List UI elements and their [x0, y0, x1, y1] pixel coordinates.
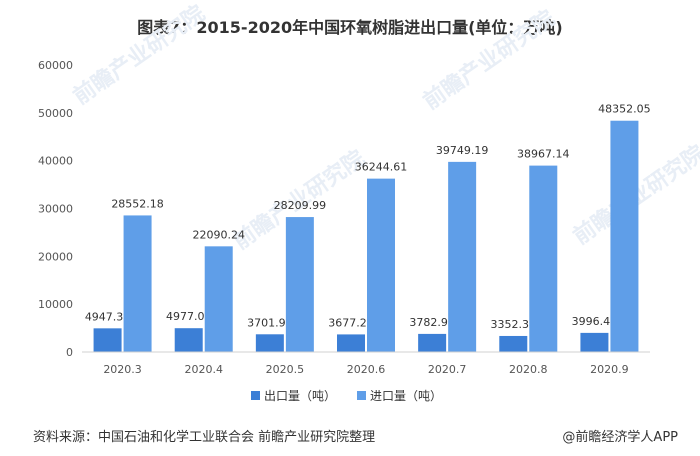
y-tick-label: 30000 [38, 203, 73, 216]
export-value-label: 4977.02 [166, 310, 212, 323]
export-bar [580, 332, 609, 352]
export-bar [337, 334, 365, 352]
import-bar [448, 161, 477, 352]
brand-credit: @前瞻经济学人APP [562, 430, 678, 445]
y-tick-label: 20000 [38, 250, 73, 263]
import-bar [123, 215, 152, 352]
export-value-label: 3677.29 [328, 316, 374, 329]
import-value-label: 28209.99 [274, 199, 327, 212]
x-tick-label: 2020.9 [590, 363, 629, 376]
export-bar [174, 328, 203, 352]
import-bar [204, 246, 233, 352]
export-value-label: 3701.91 [247, 316, 293, 329]
legend-label: 出口量（吨） [264, 389, 336, 403]
export-value-label: 3352.39 [491, 318, 537, 331]
import-value-label: 38967.14 [517, 148, 570, 161]
import-value-label: 22090.24 [192, 228, 245, 241]
x-tick-label: 2020.6 [347, 363, 386, 376]
import-bar [367, 178, 395, 352]
export-bar [255, 334, 284, 352]
x-tick-label: 2020.5 [266, 363, 305, 376]
export-value-label: 3996.41 [572, 315, 618, 328]
legend-label: 进口量（吨） [370, 389, 442, 403]
y-tick-label: 10000 [38, 298, 73, 311]
legend: 出口量（吨） 进口量（吨） [251, 389, 442, 403]
import-value-label: 28552.18 [111, 197, 164, 210]
y-axis: 0 10000 20000 30000 40000 50000 60000 [38, 59, 73, 359]
import-bar [285, 217, 314, 352]
import-value-label: 39749.19 [436, 144, 489, 157]
export-bar [93, 328, 122, 352]
bars-layer: 4947.39 28552.18 4977.02 22090.24 3701.91 282… [85, 103, 651, 352]
import-bar [529, 165, 558, 352]
y-tick-label: 0 [66, 346, 73, 359]
x-axis: 2020.3 2020.4 2020.5 2020.6 2020.7 2020.8 2020… [82, 351, 650, 376]
import-value-label: 36244.61 [355, 161, 408, 174]
y-tick-label: 60000 [38, 59, 73, 72]
source-note: 资料来源：中国石油和化学工业联合会 前瞻产业研究院整理 [33, 430, 376, 445]
export-value-label: 4947.39 [85, 310, 131, 323]
x-tick-label: 2020.4 [184, 363, 223, 376]
footer: 资料来源：中国石油和化学工业联合会 前瞻产业研究院整理 @前瞻经济学人APP [0, 426, 700, 448]
export-bar [418, 333, 447, 352]
watermark-text: 前瞻产业研究院 [69, 0, 210, 110]
watermark-text: 前瞻产业研究院 [419, 5, 560, 115]
legend-swatch [357, 391, 366, 400]
x-tick-label: 2020.8 [509, 363, 548, 376]
legend-swatch [251, 391, 260, 400]
y-tick-label: 40000 [38, 155, 73, 168]
import-bar [610, 120, 639, 352]
export-bar [499, 335, 528, 352]
import-value-label: 48352.05 [598, 103, 651, 116]
y-tick-label: 50000 [38, 107, 73, 120]
x-tick-label: 2020.3 [103, 363, 142, 376]
export-value-label: 3782.92 [409, 316, 455, 329]
chart-title: 图表7：2015-2020年中国环氧树脂进出口量(单位：万吨) [137, 18, 563, 37]
x-tick-label: 2020.7 [428, 363, 467, 376]
